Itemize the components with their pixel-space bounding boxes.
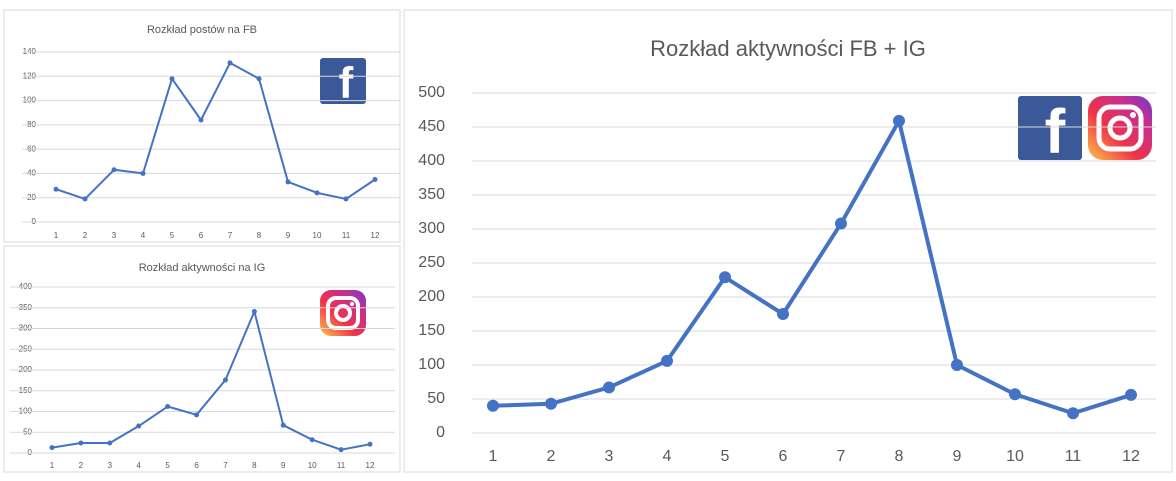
x-tick-label: 11 xyxy=(337,461,346,470)
x-tick-label: 1 xyxy=(54,231,59,240)
data-point xyxy=(82,196,88,202)
x-tick-label: 4 xyxy=(137,461,142,470)
data-point xyxy=(49,445,55,451)
x-tick-label: 5 xyxy=(721,448,730,465)
x-tick-label: 6 xyxy=(779,448,788,465)
series-line xyxy=(492,118,1132,416)
data-point xyxy=(372,177,378,182)
x-tick-label: 3 xyxy=(108,461,113,470)
x-tick-label: 8 xyxy=(895,448,904,465)
x-tick-label: 12 xyxy=(371,231,380,240)
x-tick-label: 7 xyxy=(837,448,846,465)
x-tick-label: 5 xyxy=(165,461,170,470)
x-tick-label: 10 xyxy=(308,461,317,470)
data-point xyxy=(343,196,349,202)
x-tick-label: 2 xyxy=(547,448,556,465)
data-point xyxy=(222,377,228,383)
x-tick-label: 11 xyxy=(342,231,351,240)
data-point xyxy=(53,186,59,192)
y-tick-label: 400 xyxy=(418,152,445,169)
y-tick-label: 200 xyxy=(418,288,445,305)
data-point xyxy=(661,354,673,367)
data-point xyxy=(1009,388,1021,401)
x-tick-label: 7 xyxy=(228,231,233,240)
data-point xyxy=(194,412,200,418)
data-point xyxy=(140,170,146,176)
x-tick-label: 10 xyxy=(1006,448,1024,465)
x-tick-label: 2 xyxy=(79,461,84,470)
panel xyxy=(3,245,401,473)
facebook-icon: f xyxy=(1018,96,1082,166)
data-point xyxy=(951,359,963,371)
y-tick-label: 300 xyxy=(418,220,445,237)
data-point xyxy=(338,447,344,453)
y-tick-label: 350 xyxy=(418,186,445,203)
instagram-icon xyxy=(1088,96,1152,160)
x-tick-label: 5 xyxy=(170,231,175,240)
x-tick-label: 1 xyxy=(50,461,55,470)
y-tick-label: 100 xyxy=(418,356,445,373)
panel xyxy=(403,9,1173,473)
x-tick-label: 9 xyxy=(953,448,962,465)
data-point xyxy=(367,441,373,447)
instagram-icon xyxy=(320,290,366,336)
data-point xyxy=(487,399,499,412)
data-point xyxy=(136,423,142,429)
data-point xyxy=(227,60,233,66)
x-tick-label: 10 xyxy=(313,231,322,240)
x-tick-label: 1 xyxy=(489,448,498,465)
x-tick-label: 11 xyxy=(1065,448,1082,465)
data-point xyxy=(835,217,847,230)
panel xyxy=(3,9,401,243)
x-tick-label: 4 xyxy=(663,448,672,465)
x-tick-label: 9 xyxy=(281,461,286,470)
data-point xyxy=(198,117,204,123)
data-point xyxy=(251,308,257,314)
x-tick-label: 3 xyxy=(112,231,117,240)
y-tick-label: 50 xyxy=(427,390,445,407)
series-line xyxy=(55,61,376,200)
data-point xyxy=(1067,407,1079,420)
data-point xyxy=(169,76,175,82)
facebook-icon: f xyxy=(320,58,366,108)
data-point xyxy=(777,308,789,320)
data-point xyxy=(285,179,291,185)
x-tick-label: 7 xyxy=(223,461,228,470)
y-tick-label: 450 xyxy=(418,118,445,135)
data-point xyxy=(280,422,286,428)
x-tick-label: 6 xyxy=(199,231,204,240)
x-tick-label: 2 xyxy=(83,231,88,240)
svg-text:f: f xyxy=(339,59,354,108)
data-point xyxy=(165,404,171,410)
y-tick-label: 500 xyxy=(418,84,445,101)
data-point xyxy=(107,440,113,446)
x-tick-label: 4 xyxy=(141,231,146,240)
data-point xyxy=(256,76,262,82)
x-tick-label: 8 xyxy=(252,461,257,470)
data-point xyxy=(893,114,905,127)
data-point xyxy=(1125,388,1137,401)
chart-title: Rozkład aktywności FB + IG xyxy=(650,36,926,61)
x-tick-label: 12 xyxy=(366,461,375,470)
chart-title: Rozkład postów na FB xyxy=(147,24,257,36)
data-point xyxy=(78,440,84,446)
x-tick-label: 9 xyxy=(286,231,291,240)
data-point xyxy=(111,167,117,173)
y-tick-label: 150 xyxy=(418,322,445,339)
data-point xyxy=(314,190,320,196)
x-tick-label: 8 xyxy=(257,231,262,240)
x-tick-label: 6 xyxy=(194,461,199,470)
data-point xyxy=(603,381,615,394)
svg-text:f: f xyxy=(1045,97,1066,166)
data-point xyxy=(309,437,315,443)
x-tick-label: 12 xyxy=(1122,448,1140,465)
series-line xyxy=(51,310,371,451)
data-point xyxy=(545,397,557,410)
y-tick-label: 0 xyxy=(436,424,445,441)
chart-title: Rozkład aktywności na IG xyxy=(139,262,266,274)
y-tick-label: 250 xyxy=(418,254,445,271)
data-point xyxy=(719,271,731,284)
x-tick-label: 3 xyxy=(605,448,614,465)
